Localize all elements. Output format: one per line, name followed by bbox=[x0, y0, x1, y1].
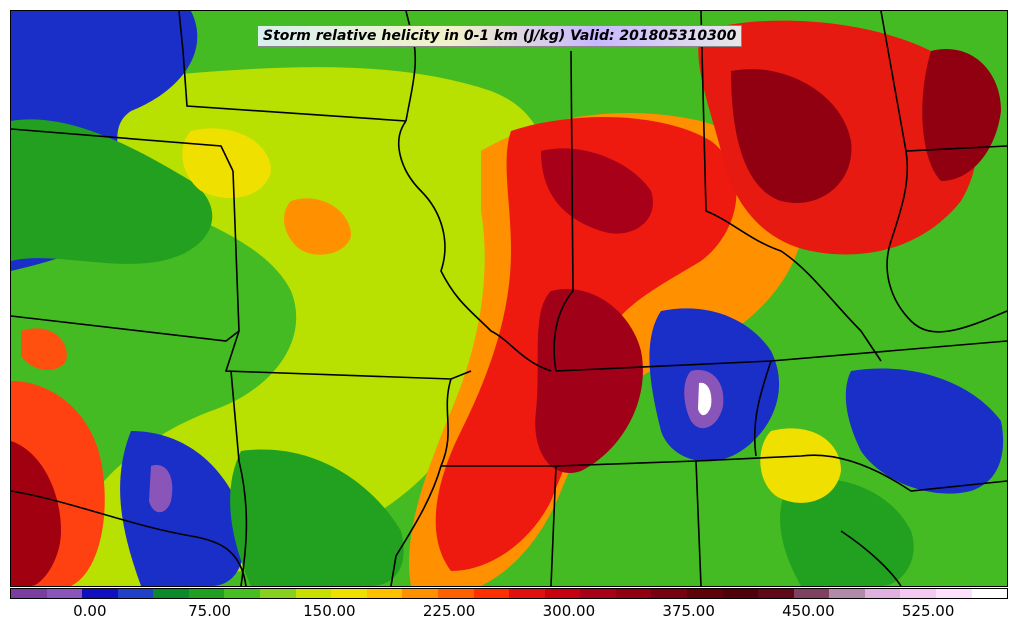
colorbar-segment bbox=[686, 589, 723, 598]
field-purple-southwest bbox=[149, 465, 173, 513]
colorbar-tick-label: 0.00 bbox=[73, 602, 107, 620]
colorbar-segment bbox=[651, 589, 687, 598]
colorbar-segment bbox=[260, 589, 296, 598]
helicity-field bbox=[11, 11, 1007, 586]
colorbar-segment bbox=[722, 589, 759, 598]
field-yellow-patch-1 bbox=[182, 128, 271, 199]
colorbar-segment bbox=[402, 589, 438, 598]
colorbar-tick-label: 300.00 bbox=[542, 602, 596, 620]
colorbar-tick-label: 525.00 bbox=[901, 602, 955, 620]
colorbar-segment bbox=[900, 589, 937, 598]
colorbar-segment bbox=[117, 589, 154, 598]
colorbar-tick-label: 75.00 bbox=[188, 602, 232, 620]
colorbar-segment bbox=[331, 589, 367, 598]
helicity-map: Storm relative helicity in 0-1 km (J/kg)… bbox=[10, 10, 1008, 587]
field-darkred-north bbox=[541, 148, 653, 234]
colorbar-ticks: 0.00 75.00 150.00 225.00 300.00 375.00 450.00 5… bbox=[10, 602, 1008, 624]
colorbar-segment bbox=[366, 589, 403, 598]
field-red-west-patch bbox=[21, 328, 67, 371]
colorbar-segment bbox=[971, 589, 1008, 598]
field-darkred-core bbox=[535, 289, 643, 473]
field-darkred-southwest bbox=[11, 441, 61, 586]
field-yellow-patch-2 bbox=[760, 428, 841, 503]
colorbar-segment bbox=[758, 589, 794, 598]
colorbar-segment bbox=[46, 589, 83, 598]
state-boundaries bbox=[11, 11, 1007, 586]
colorbar-segment bbox=[580, 589, 616, 598]
colorbar-segment bbox=[793, 589, 830, 598]
colorbar-tick-label: 225.00 bbox=[422, 602, 476, 620]
field-orange-patch-west bbox=[284, 198, 351, 255]
colorbar-segment bbox=[473, 589, 510, 598]
colorbar bbox=[10, 588, 1008, 599]
colorbar-segment bbox=[295, 589, 332, 598]
colorbar-segment bbox=[11, 589, 47, 598]
colorbar-tick-label: 450.00 bbox=[782, 602, 835, 620]
field-blue-southeast bbox=[845, 368, 1004, 494]
field-green-west bbox=[11, 119, 213, 264]
field-darkred-northeast bbox=[731, 69, 852, 203]
colorbar-segment bbox=[615, 589, 652, 598]
colorbar-segment bbox=[82, 589, 118, 598]
field-green-south bbox=[230, 449, 404, 586]
colorbar-segment bbox=[153, 589, 189, 598]
colorbar-segment bbox=[509, 589, 545, 598]
colorbar-segment bbox=[224, 589, 261, 598]
colorbar-segment bbox=[936, 589, 972, 598]
colorbar-tick-label: 150.00 bbox=[303, 602, 356, 620]
colorbar-segment bbox=[864, 589, 901, 598]
colorbar-segment bbox=[437, 589, 474, 598]
colorbar-segment bbox=[829, 589, 865, 598]
field-green-southeast bbox=[780, 478, 914, 586]
field-white-east bbox=[698, 382, 712, 416]
colorbar-segment bbox=[544, 589, 581, 598]
colorbar-tick-label: 375.00 bbox=[662, 602, 715, 620]
map-title: Storm relative helicity in 0-1 km (J/kg)… bbox=[257, 25, 743, 47]
colorbar-segment bbox=[188, 589, 225, 598]
